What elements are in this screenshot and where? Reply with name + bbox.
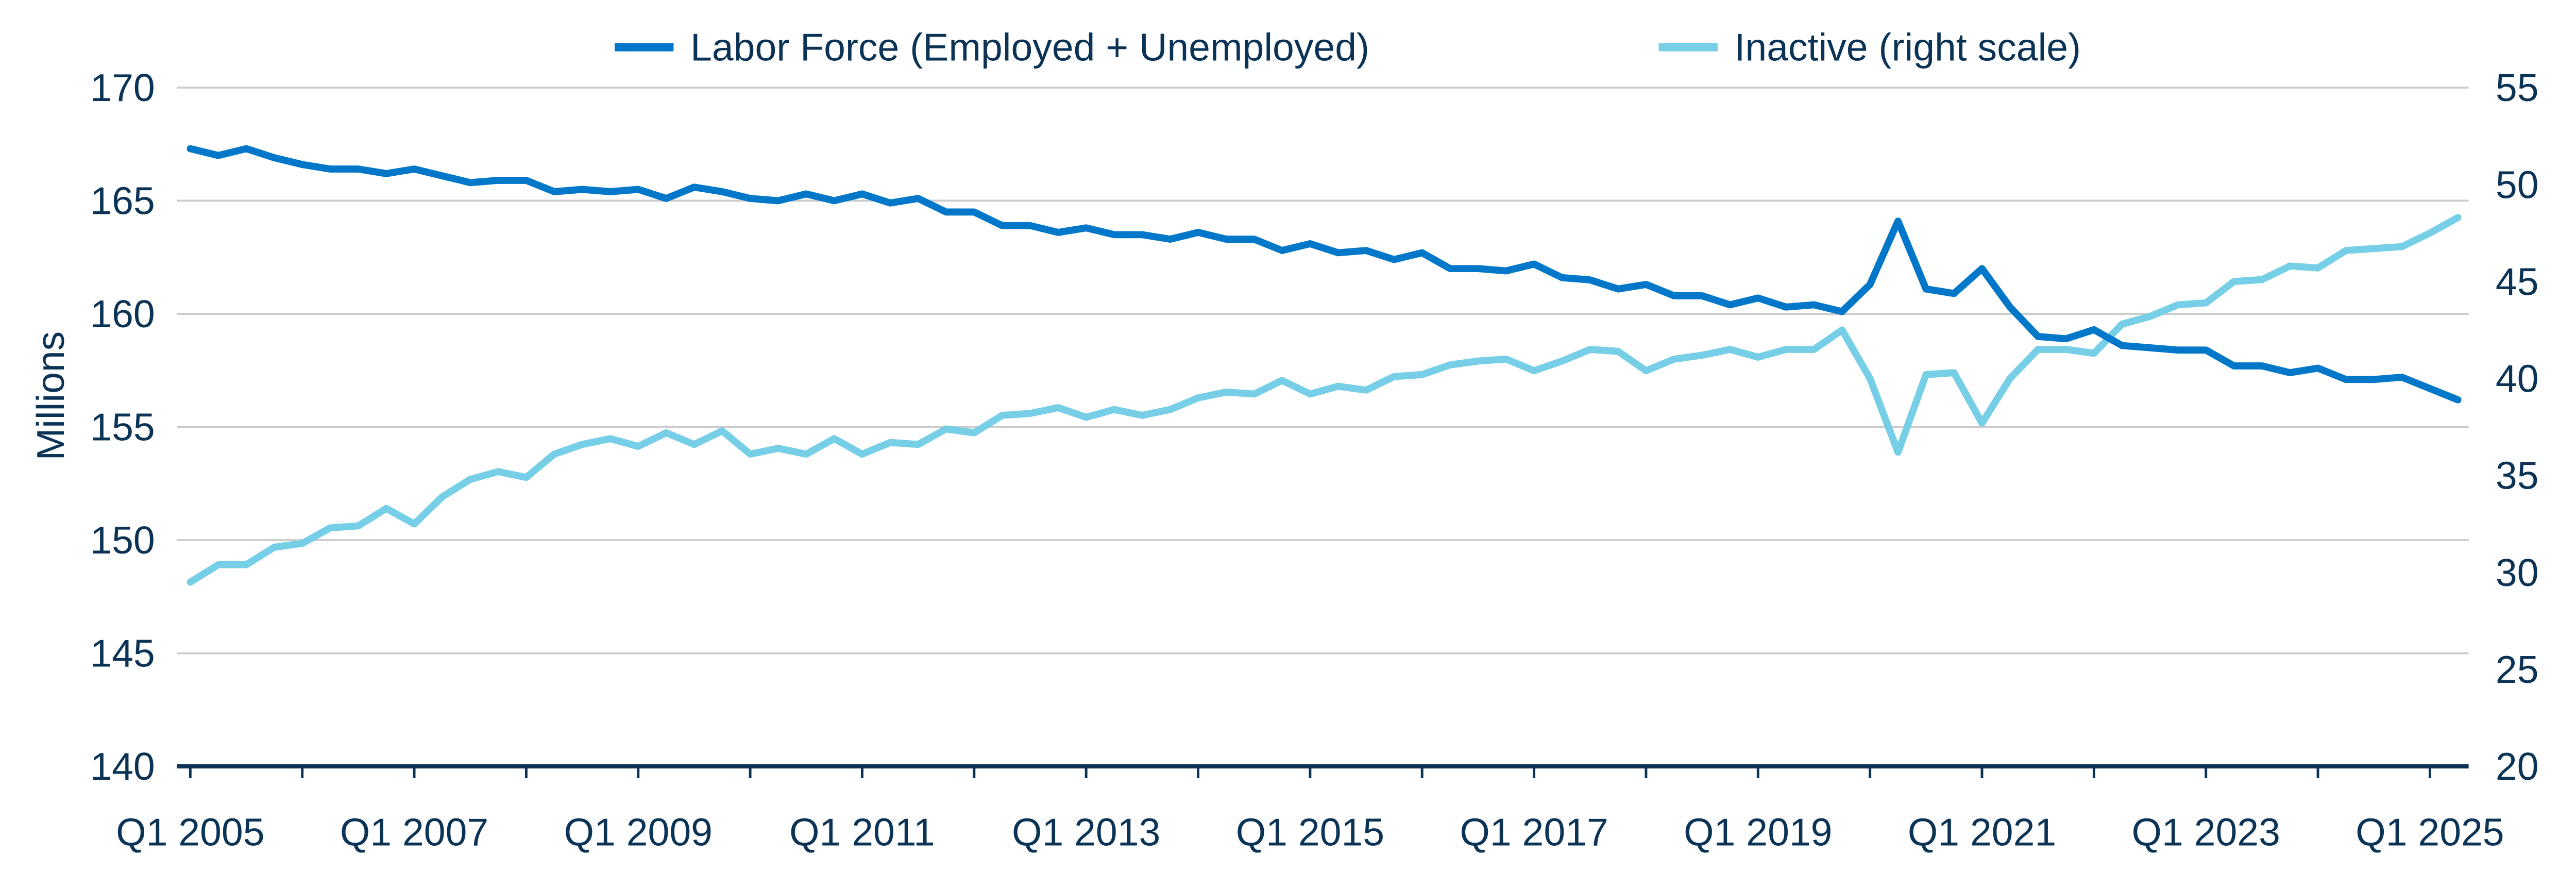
y-left-tick-label: 170	[90, 66, 155, 109]
y-right-axis: 20 25 30 35 40 45 50 55	[2496, 66, 2539, 788]
y-left-axis-title: Millions	[29, 331, 72, 461]
y-left-tick-label: 155	[90, 406, 155, 449]
y-left-tick-label: 165	[90, 179, 155, 223]
x-tick-label: Q1 2017	[1460, 811, 1608, 854]
x-axis: Q1 2005 Q1 2007 Q1 2009 Q1 2011 Q1 2013 Q1 20…	[116, 764, 2504, 854]
y-right-tick-label: 50	[2496, 163, 2539, 206]
y-left-tick-label: 145	[90, 632, 155, 675]
x-tick-label: Q1 2015	[1236, 811, 1384, 854]
y-right-tick-label: 30	[2496, 551, 2539, 594]
y-right-tick-label: 40	[2496, 357, 2539, 400]
legend-label-labor-force: Labor Force (Employed + Unemployed)	[690, 26, 1369, 69]
y-right-tick-label: 20	[2496, 745, 2539, 788]
y-right-tick-label: 55	[2496, 66, 2539, 109]
x-tick-label: Q1 2007	[340, 811, 488, 854]
series-lines	[187, 145, 2462, 586]
x-tick-label: Q1 2023	[2132, 811, 2280, 854]
x-tick-label: Q1 2019	[1684, 811, 1832, 854]
y-right-tick-label: 45	[2496, 260, 2539, 303]
series-line-labor-force	[187, 145, 2462, 404]
x-tick-label: Q1 2021	[1908, 811, 2056, 854]
y-right-tick-label: 25	[2496, 648, 2539, 691]
x-tick-label: Q1 2011	[789, 811, 935, 854]
y-left-axis: 140 145 150 155 160 165 170	[90, 66, 155, 788]
y-left-tick-label: 150	[90, 518, 155, 562]
y-left-tick-label: 160	[90, 292, 155, 336]
x-tick-label: Q1 2005	[116, 811, 264, 854]
gridlines	[177, 86, 2469, 655]
legend: Labor Force (Employed + Unemployed) Inac…	[615, 26, 2081, 69]
x-tick-label: Q1 2025	[2355, 811, 2504, 854]
series-line-inactive	[187, 214, 2462, 586]
x-tick-label: Q1 2009	[564, 811, 713, 854]
y-left-tick-label: 140	[90, 745, 155, 788]
y-right-axis-title: Millions	[2571, 331, 2576, 461]
y-right-tick-label: 35	[2496, 454, 2539, 497]
x-tick-label: Q1 2013	[1012, 811, 1160, 854]
legend-label-inactive: Inactive (right scale)	[1735, 26, 2081, 69]
